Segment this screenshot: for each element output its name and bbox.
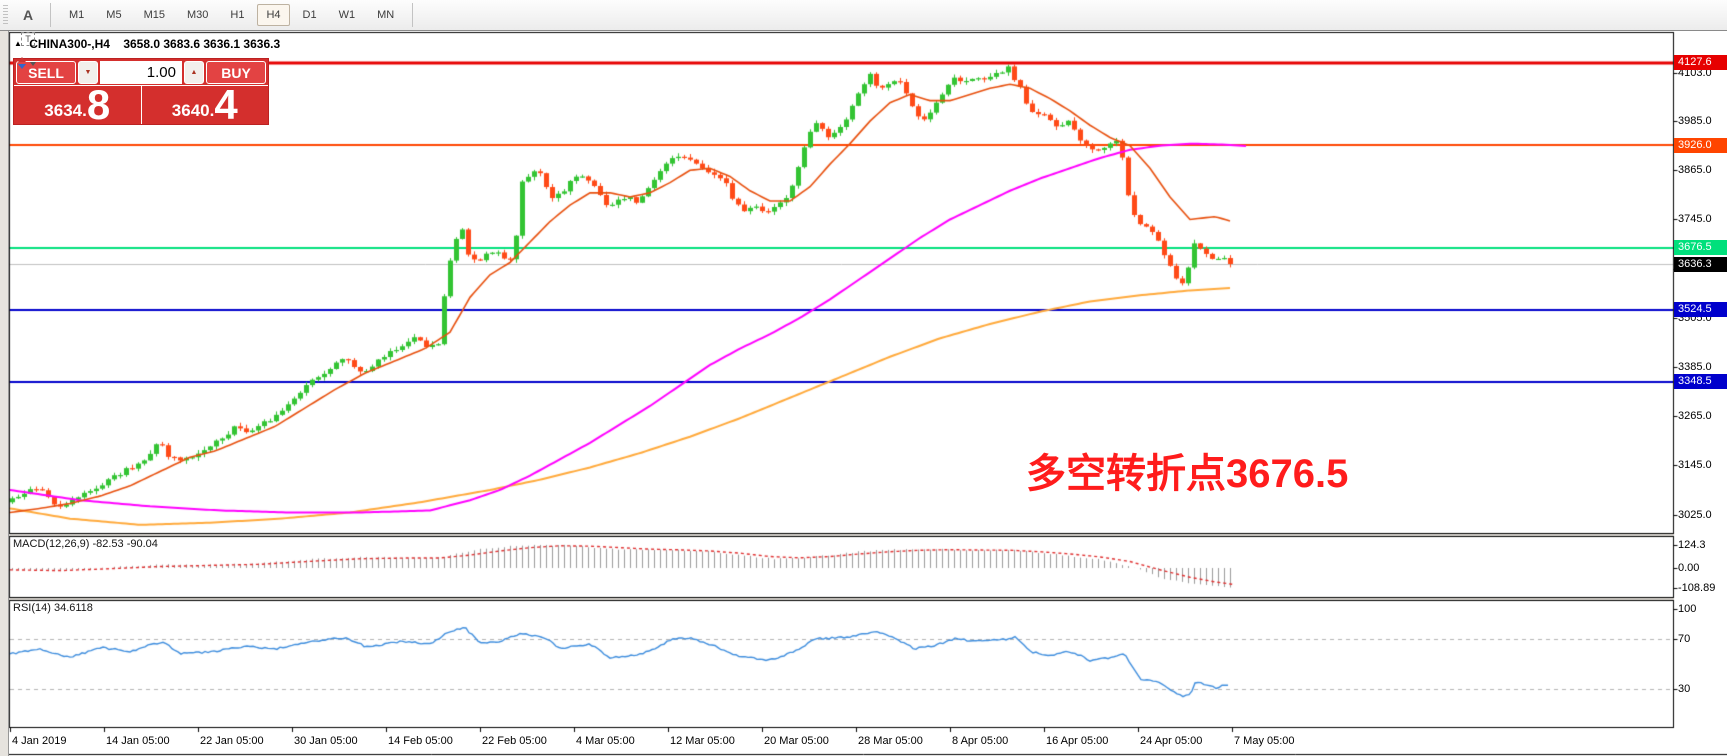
price-axis-tick: 3985.0 [1678,115,1712,127]
buy-price-main: 3640 [171,101,210,120]
date-axis-label: 12 Mar 05:00 [670,735,735,747]
date-axis-label: 28 Mar 05:00 [858,735,923,747]
buy-price-dot: . [209,101,215,120]
timeframe-button-h1[interactable]: H1 [221,4,253,26]
sell-button[interactable]: SELL [16,61,76,84]
docked-toolbar-strip [0,31,9,756]
date-axis-label: 16 Apr 05:00 [1046,735,1109,747]
price-divider [140,86,142,124]
down-arrow-icon: ▼ [84,69,92,76]
price-level-badge: 3348.5 [1674,374,1727,389]
price-level-badge: 3636.3 [1674,257,1727,272]
sell-price-dot: . [82,101,87,120]
price-axis-tick: 3865.0 [1678,164,1712,176]
toolbar-grip[interactable] [3,5,8,25]
date-axis-label: 14 Feb 05:00 [388,735,453,747]
macd-axis-tick: 0.00 [1678,562,1700,574]
arrow-objects-icon[interactable] [15,51,41,75]
timeframe-button-m5[interactable]: M5 [97,4,130,26]
ohlc-quote-label: 3658.0 3683.6 3636.1 3636.3 [123,37,281,51]
price-level-badge: 3676.5 [1674,240,1727,255]
timeframe-button-w1[interactable]: W1 [330,4,365,26]
price-axis-tick: 3385.0 [1678,361,1712,373]
volume-input[interactable] [100,61,182,84]
collapse-arrow-icon[interactable]: ▲ [14,39,22,48]
buy-button[interactable]: BUY [206,61,266,84]
symbol-period-label: CHINA300-,H4 [29,37,110,51]
text-label-icon[interactable]: A [15,3,41,27]
date-axis-label: 22 Jan 05:00 [200,735,264,747]
price-axis-tick: 3145.0 [1678,459,1712,471]
timeframe-button-mn[interactable]: MN [368,4,403,26]
price-axis-tick: 3745.0 [1678,213,1712,225]
timeframe-button-d1[interactable]: D1 [294,4,326,26]
toolbar-separator [50,3,51,27]
date-axis-label: 24 Apr 05:00 [1140,735,1203,747]
price-level-badge: 4127.6 [1674,55,1727,70]
macd-axis-tick: 124.3 [1678,539,1706,551]
buy-price[interactable]: 3640. 4 [142,86,269,124]
toolbar-separator [412,3,414,27]
text-tool-icon[interactable]: T [15,27,41,51]
sell-price-main: 3634 [44,101,83,120]
date-axis-label: 22 Feb 05:00 [482,735,547,747]
timeframe-button-m15[interactable]: M15 [135,4,174,26]
date-axis-label: 4 Mar 05:00 [576,735,635,747]
date-axis-label: 4 Jan 2019 [12,735,67,747]
date-axis-label: 20 Mar 05:00 [764,735,829,747]
date-axis-label: 7 May 05:00 [1234,735,1295,747]
price-level-badge: 3524.5 [1674,302,1727,317]
sell-price[interactable]: 3634. 8 [14,86,141,124]
rsi-axis-tick: 30 [1678,683,1691,695]
macd-axis-tick: -108.89 [1678,582,1716,594]
up-arrow-icon: ▲ [190,69,198,76]
date-axis-label: 8 Apr 05:00 [952,735,1009,747]
rsi-axis-tick: 70 [1678,633,1691,645]
macd-indicator-label: MACD(12,26,9) -82.53 -90.04 [13,538,158,550]
rsi-indicator-label: RSI(14) 34.6118 [13,602,93,614]
rsi-axis-tick: 100 [1678,603,1697,615]
price-axis-tick: 3025.0 [1678,509,1712,521]
pivot-point-annotation: 多空转折点3676.5 [1026,452,1349,496]
date-axis-label: 14 Jan 05:00 [106,735,170,747]
sell-price-big-digit: 8 [86,86,111,124]
one-click-trading-panel: SELL ▼ ▲ BUY 3634.8 3640.4 [13,58,269,125]
timeframe-button-h4[interactable]: H4 [257,4,290,26]
date-axis-label: 30 Jan 05:00 [294,735,358,747]
price-level-badge: 3926.0 [1674,138,1727,153]
price-axis-tick: 4103.0 [1678,67,1712,79]
buy-price-big-digit: 4 [214,86,238,124]
timeframe-button-m1[interactable]: M1 [60,4,93,26]
volume-increase-button[interactable]: ▲ [184,61,204,84]
volume-decrease-button[interactable]: ▼ [78,61,98,84]
chart-header: ▲ CHINA300-,H4 3658.0 3683.6 3636.1 3636… [14,37,280,51]
price-axis-tick: 3265.0 [1678,410,1712,422]
timeframe-button-m30[interactable]: M30 [178,4,217,26]
